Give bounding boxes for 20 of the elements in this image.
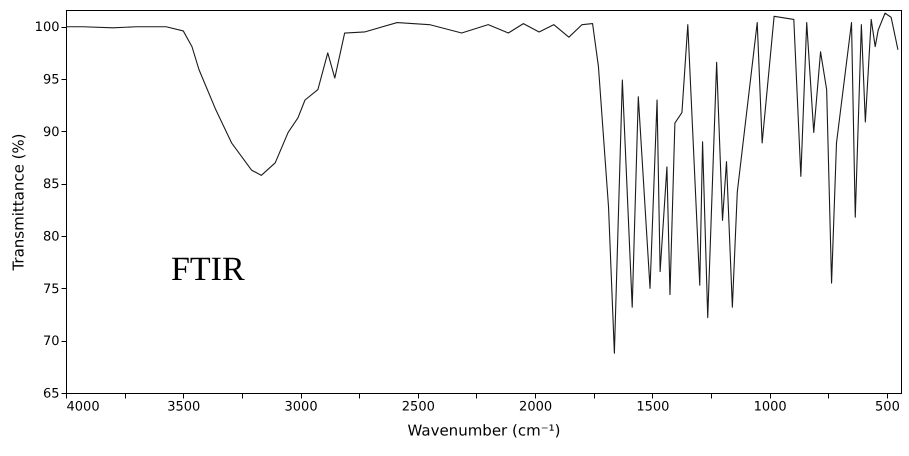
x-axis-title: Wavenumber (cm⁻¹) (408, 422, 560, 440)
y-tick-label: 70 (42, 334, 60, 350)
annotation: FTIR (171, 251, 245, 288)
y-axis-title: Transmittance (%) (10, 133, 28, 272)
y-tick-label: 95 (42, 72, 60, 88)
y-tick-label: 90 (42, 124, 60, 140)
x-tick-label: 3500 (167, 400, 200, 414)
x-tick-label: 500 (875, 400, 900, 414)
x-tick-label: 1000 (754, 400, 787, 414)
y-tick-label: 100 (34, 20, 60, 36)
x-tick-label: 4000 (66, 400, 100, 414)
y-tick-label: 85 (42, 177, 60, 192)
x-tick-label: 2000 (519, 400, 552, 414)
line-series (66, 12, 898, 354)
y-tick-label: 75 (42, 282, 60, 297)
x-tick-label: 3000 (284, 400, 318, 414)
x-tick-label: 1500 (636, 400, 670, 414)
y-tick-label: 65 (42, 386, 60, 402)
x-tick-label: 2500 (402, 400, 435, 414)
y-tick-label: 80 (42, 230, 60, 245)
